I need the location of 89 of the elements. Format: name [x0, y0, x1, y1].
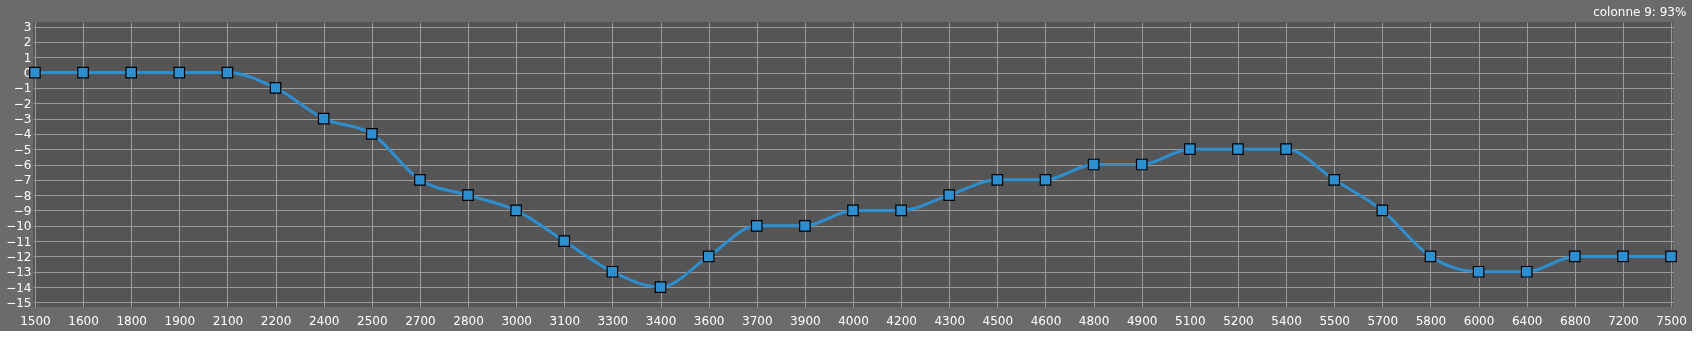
point: [1472, 265, 1485, 278]
point: [943, 189, 956, 201]
point: [1568, 250, 1581, 263]
x-tick-label: 3300: [597, 313, 629, 328]
y-tick-label: −14: [6, 280, 32, 295]
point: [1184, 143, 1196, 156]
point: [317, 112, 330, 125]
point: [221, 66, 234, 79]
point: [1232, 143, 1244, 156]
x-tick-label: 2100: [212, 313, 244, 328]
x-tick-label: 3600: [693, 313, 725, 328]
point: [269, 82, 282, 94]
x-tick-label: 4900: [1126, 313, 1158, 328]
point: [1087, 158, 1100, 171]
x-tick-label: 7200: [1608, 313, 1639, 328]
x-tick-label: 6800: [1560, 313, 1591, 328]
x-tick-label: 4600: [1030, 313, 1062, 328]
point: [1665, 250, 1677, 263]
x-tick-label: 6000: [1463, 313, 1495, 328]
point: [895, 204, 907, 217]
point: [1328, 173, 1341, 186]
x-tick-label: 3100: [549, 313, 581, 328]
y-tick-label: 3: [23, 20, 32, 35]
y-tick-label: −9: [13, 203, 32, 218]
point: [991, 173, 1004, 186]
x-tick-label: 4800: [1078, 313, 1110, 328]
point: [606, 265, 619, 278]
x-tick-label: 1500: [20, 313, 51, 328]
point: [462, 189, 474, 201]
x-tick-label: 5100: [1175, 313, 1206, 328]
x-tick-label: 2800: [453, 313, 484, 328]
y-tick-label: −10: [6, 219, 32, 234]
point: [29, 66, 41, 79]
x-tick-label: 5500: [1319, 313, 1350, 328]
point: [125, 66, 138, 79]
x-tick-label: 3900: [790, 313, 821, 328]
y-tick-label: −12: [6, 249, 32, 264]
y-tick-label: −13: [6, 265, 32, 280]
point: [1376, 204, 1389, 217]
point: [799, 219, 811, 232]
y-tick-label: −4: [13, 127, 32, 142]
y-tick-label: −3: [13, 112, 32, 127]
point: [702, 250, 715, 263]
x-tick-label: 5200: [1223, 313, 1254, 328]
x-tick-label: 4500: [982, 313, 1014, 328]
point: [414, 173, 426, 186]
y-tick-label: −7: [13, 173, 32, 188]
y-tick-label: 1: [23, 50, 32, 65]
y-tick-label: −1: [13, 81, 32, 96]
x-tick-label: 6400: [1511, 313, 1543, 328]
point: [1135, 158, 1148, 171]
point: [558, 235, 571, 247]
point: [654, 281, 667, 293]
point: [847, 204, 859, 217]
x-tick-label: 2500: [357, 313, 388, 328]
x-tick-label: 5800: [1415, 313, 1447, 328]
x-tick-label: 2200: [260, 313, 292, 328]
x-tick-label: 4000: [838, 313, 869, 328]
x-tick-label: 2700: [405, 313, 436, 328]
y-tick-label: 2: [23, 35, 32, 50]
y-tick-label: −2: [13, 96, 32, 111]
y-tick-label: −15: [6, 295, 32, 310]
point: [750, 219, 763, 232]
point: [1039, 173, 1052, 186]
point: [365, 128, 378, 140]
y-tick-label: −6: [13, 158, 32, 172]
x-tick-label: 4200: [886, 313, 917, 328]
x-tick-label: 3400: [645, 313, 677, 328]
point: [510, 204, 522, 217]
y-tick-label: −11: [6, 234, 32, 249]
x-tick-label: 7500: [1656, 313, 1687, 328]
point: [1280, 143, 1292, 156]
text: colonne 9: 93%: [1593, 4, 1687, 19]
x-tick-label: 3000: [501, 313, 532, 328]
point: [1520, 265, 1533, 278]
x-tick-label: 1600: [68, 313, 99, 328]
x-tick-label: 4300: [934, 313, 966, 328]
y-tick-label: −5: [13, 142, 32, 157]
x-tick-label: 1800: [116, 313, 147, 328]
y-tick-label: −8: [13, 188, 32, 203]
point: [1424, 250, 1437, 263]
x-tick-label: 5400: [1271, 313, 1302, 328]
x-tick-label: 3700: [741, 313, 773, 328]
point: [1617, 250, 1629, 263]
point: [77, 66, 89, 79]
point: [173, 66, 186, 79]
x-tick-label: 5700: [1367, 313, 1399, 328]
x-tick-label: 1900: [164, 313, 196, 328]
x-tick-label: 2400: [308, 313, 340, 328]
